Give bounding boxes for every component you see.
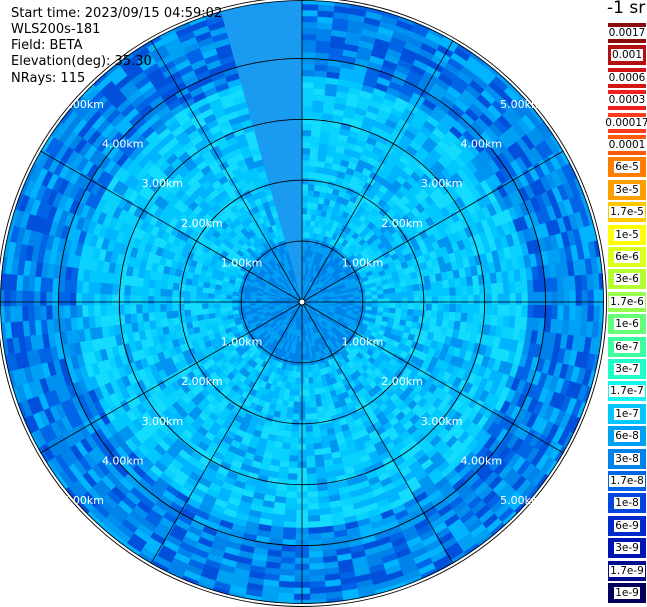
colorbar-swatch: 6e-7 — [607, 335, 647, 358]
colorbar-swatch: 6e-5 — [607, 156, 647, 179]
colorbar-tick-label: 6e-5 — [614, 161, 640, 174]
colorbar-tick-label: 1.7e-5 — [609, 206, 645, 219]
colorbar-swatch: 0.0003 — [607, 89, 647, 112]
radar-field — [0, 0, 604, 604]
colorbar-tick-label: 1.7e-7 — [609, 385, 645, 398]
colorbar-swatch: 3e-6 — [607, 268, 647, 291]
range-ring-label: 3.00km — [421, 177, 463, 190]
range-ring-label: 2.00km — [181, 217, 223, 230]
colorbar-swatch: 6e-9 — [607, 514, 647, 537]
colorbar-swatch: 3e-9 — [607, 537, 647, 560]
colorbar-swatch: 1.7e-9 — [607, 559, 647, 582]
azimuth-spoke — [301, 40, 454, 303]
field-label: Field: BETA — [11, 38, 83, 53]
azimuth-spoke — [301, 301, 564, 454]
range-ring-label: 3.00km — [142, 415, 184, 428]
colorbar-tick-label: 3e-5 — [614, 183, 640, 196]
range-ring-label: 1.00km — [221, 256, 263, 269]
colorbar-swatch: 0.001 — [607, 44, 647, 67]
range-ring — [240, 240, 364, 364]
colorbar-swatch: 6e-8 — [607, 425, 647, 448]
colorbar-tick-label: 0.0003 — [607, 94, 647, 107]
colorbar-tick-label: 1e-6 — [614, 318, 640, 331]
colorbar-tick-label: 1.7e-8 — [609, 475, 645, 487]
colorbar-tick-label: 3e-6 — [614, 273, 640, 286]
range-ring-label: 3.00km — [142, 177, 184, 190]
colorbar-swatch: 1e-6 — [607, 313, 647, 336]
azimuth-spoke — [40, 150, 303, 303]
colorbar-tick-label: 0.0017 — [607, 27, 647, 39]
azimuth-spoke — [150, 40, 303, 303]
instrument-label: WLS200s-181 — [11, 22, 101, 37]
colorbar-swatch: 1.7e-5 — [607, 201, 647, 224]
range-ring-label: 5.00km — [62, 98, 104, 111]
colorbar-swatch: 1e-8 — [607, 492, 647, 515]
colorbar-swatch: 1.7e-8 — [607, 470, 647, 492]
range-ring-label: 4.00km — [460, 454, 502, 467]
colorbar-tick-label: 1.7e-9 — [609, 564, 645, 577]
range-ring-label: 1.00km — [342, 336, 384, 349]
colorbar-tick-label: 0.00017 — [604, 116, 647, 129]
colorbar-swatch: 0.00017 — [604, 111, 647, 134]
colorbar-tick-label: 3e-9 — [614, 542, 640, 555]
range-ring-label: 5.00km — [500, 98, 542, 111]
colorbar-tick-label: 3e-7 — [614, 363, 640, 375]
range-ring — [118, 118, 486, 486]
colorbar-tick-label: 1e-7 — [614, 407, 640, 420]
colorbar-swatch: 3e-5 — [607, 178, 647, 201]
colorbar-tick-label: 0.0006 — [607, 71, 647, 84]
range-ring-label: 1.00km — [342, 256, 384, 269]
colorbar-swatch: 3e-7 — [607, 358, 647, 380]
range-ring-label: 4.00km — [102, 454, 144, 467]
colorbar-swatch: 1.7e-7 — [607, 380, 647, 403]
range-ring-label: 2.00km — [181, 375, 223, 388]
colorbar-tick-label: 3e-8 — [614, 452, 640, 465]
range-ring — [57, 57, 547, 547]
colorbar-tick-label: 6e-9 — [614, 519, 640, 532]
colorbar-swatch: 3e-8 — [607, 447, 647, 470]
colorbar-swatch: 0.0017 — [607, 22, 647, 44]
range-ring-label: 2.00km — [381, 217, 423, 230]
colorbar-tick-label: 1e-9 — [614, 587, 640, 599]
colorbar-swatch: 1.7e-6 — [607, 290, 647, 313]
colorbar-tick-label: 0.001 — [610, 49, 644, 62]
colorbar-tick-label: 6e-6 — [614, 251, 640, 263]
radar-origin-marker — [298, 298, 306, 306]
colorbar-tick-label: 0.0001 — [607, 139, 647, 151]
colorbar-unit-label: -1 sr — [607, 0, 646, 18]
colorbar-tick-label: 6e-7 — [614, 340, 640, 353]
colorbar-swatch: 6e-6 — [607, 246, 647, 268]
nrays-label: NRays: 115 — [11, 71, 86, 86]
elevation-label: Elevation(deg): 35.30 — [11, 54, 152, 69]
colorbar-swatch: 1e-7 — [607, 402, 647, 425]
colorbar-swatch: 1e-5 — [607, 223, 647, 246]
colorbar-tick-label: 1e-8 — [614, 497, 640, 510]
azimuth-spoke — [40, 301, 303, 454]
colorbar-tick-label: 1.7e-6 — [609, 295, 645, 308]
colorbar-tick-label: 6e-8 — [614, 430, 640, 443]
outer-ring — [0, 0, 604, 604]
colorbar-swatch: 0.0001 — [607, 134, 647, 156]
range-ring-label: 4.00km — [102, 138, 144, 151]
range-ring-label: 5.00km — [62, 494, 104, 507]
colorbar-tick-label: 1e-5 — [614, 228, 640, 241]
azimuth-spoke — [150, 301, 303, 564]
range-ring-label: 1.00km — [221, 336, 263, 349]
colorbar-swatch: 0.0006 — [607, 66, 647, 89]
azimuth-spoke — [301, 301, 454, 564]
colorbar-swatch: 1e-9 — [607, 582, 647, 604]
range-ring-label: 2.00km — [381, 375, 423, 388]
azimuth-spoke — [301, 150, 564, 303]
range-ring-label: 4.00km — [460, 138, 502, 151]
start-time-label: Start time: 2023/09/15 04:59:02 — [11, 6, 223, 21]
range-ring — [179, 179, 425, 425]
range-ring-label: 5.00km — [500, 494, 542, 507]
range-ring-label: 3.00km — [421, 415, 463, 428]
